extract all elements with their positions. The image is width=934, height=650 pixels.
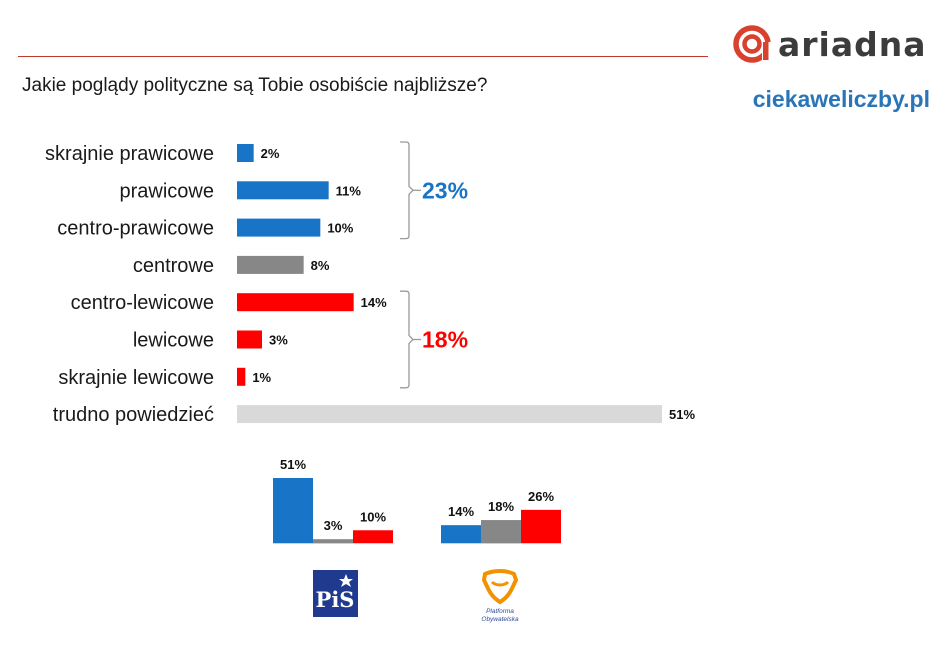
header-divider (18, 56, 708, 57)
party-bar (273, 478, 313, 543)
party-bar (441, 525, 481, 543)
value-label: 14% (361, 295, 387, 310)
group-bracket (400, 141, 414, 240)
party-bar-label: 10% (360, 509, 386, 524)
bar-1 (237, 144, 254, 162)
value-label: 51% (669, 407, 695, 422)
question-title: Jakie poglądy polityczne są Tobie osobiś… (22, 75, 488, 96)
category-label: trudno powiedzieć (53, 404, 214, 426)
bar-6 (237, 330, 262, 349)
bar-3 (237, 218, 321, 237)
party-bar-label: 26% (528, 489, 554, 504)
bar-8 (237, 405, 662, 424)
party-bar (313, 539, 353, 543)
value-label: 1% (252, 370, 271, 385)
category-label: centrowe (133, 255, 214, 277)
party-bar-label: 3% (324, 518, 343, 533)
ariadna-logo: ariadna (732, 24, 927, 64)
category-label: skrajnie prawicowe (45, 143, 214, 165)
group-bracket (400, 290, 414, 389)
party-bar (521, 509, 561, 543)
bar-5 (237, 293, 354, 312)
party-bar (353, 530, 393, 543)
group-total-label: 23% (422, 177, 468, 203)
category-label: centro-lewicowe (71, 292, 214, 314)
brand-name: ariadna (778, 24, 927, 64)
category-label: skrajnie lewicowe (58, 367, 214, 389)
party-bar-label: 51% (280, 457, 306, 472)
party-bar (481, 520, 521, 543)
value-label: 10% (327, 221, 353, 236)
pis-logo-graphic: PiS (316, 574, 355, 612)
party-bar-label: 14% (448, 504, 474, 519)
bar-2 (237, 181, 329, 200)
bar-7 (237, 367, 246, 386)
svg-text:Obywatelska: Obywatelska (481, 616, 519, 623)
pis-logo: PiS (313, 570, 358, 617)
svg-text:PiS: PiS (316, 587, 355, 612)
value-label: 8% (311, 258, 330, 273)
website-label: ciekaweliczby.pl (752, 86, 930, 112)
value-label: 3% (269, 333, 288, 348)
group-total-label: 18% (422, 327, 468, 353)
ariadna-swirl-icon (733, 25, 771, 64)
value-label: 11% (336, 183, 362, 198)
category-label: centro-prawicowe (57, 218, 214, 240)
category-label: lewicowe (133, 330, 214, 352)
category-label: prawicowe (120, 180, 214, 202)
svg-text:Platforma: Platforma (486, 608, 514, 615)
value-label: 2% (261, 146, 280, 161)
po-logo: Platforma Obywatelska (470, 568, 530, 626)
bar-4 (237, 255, 304, 274)
po-logo-graphic: Platforma Obywatelska (481, 569, 519, 623)
party-bar-label: 18% (488, 499, 514, 514)
